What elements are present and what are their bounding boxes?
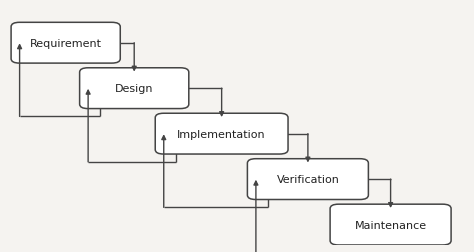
FancyBboxPatch shape <box>247 159 368 200</box>
Text: Verification: Verification <box>276 174 339 184</box>
Text: Implementation: Implementation <box>177 129 266 139</box>
Text: Design: Design <box>115 84 154 94</box>
FancyBboxPatch shape <box>155 114 288 154</box>
FancyBboxPatch shape <box>11 23 120 64</box>
FancyBboxPatch shape <box>330 204 451 245</box>
Text: Maintenance: Maintenance <box>355 220 427 230</box>
Text: Requirement: Requirement <box>30 39 102 49</box>
FancyBboxPatch shape <box>80 69 189 109</box>
